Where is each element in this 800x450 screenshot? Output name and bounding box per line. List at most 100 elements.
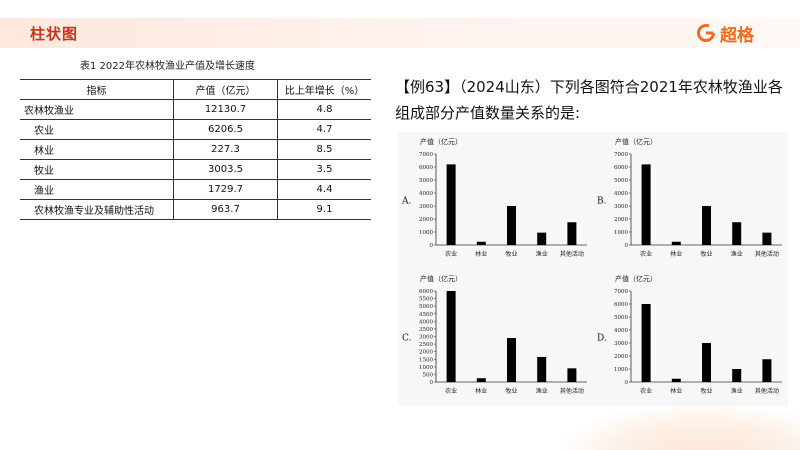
y-tick-label: 1000 <box>419 365 433 371</box>
bar <box>476 378 486 382</box>
x-tick-label: 农业 <box>445 387 457 395</box>
y-tick-label: 6000 <box>419 165 433 171</box>
x-tick-label: 其他活动 <box>560 250 584 258</box>
output-table: 指标 产值（亿元） 比上年增长（%） 农林牧渔业 12130.7 4.8 农业 6206… <box>20 79 371 220</box>
chart-option-label: C. <box>402 334 412 344</box>
y-tick-label: 4000 <box>614 328 628 334</box>
bar <box>537 356 547 382</box>
x-tick-label: 林业 <box>670 387 682 395</box>
y-tick-label: 2000 <box>419 217 433 223</box>
table-row: 农林牧渔专业及辅助性活动 963.7 9.1 <box>20 199 371 220</box>
y-tick-label: 4500 <box>419 312 433 318</box>
row-growth: 9.1 <box>277 199 371 220</box>
x-tick-label: 其他活动 <box>755 250 779 258</box>
page-title: 柱状图 <box>30 25 79 43</box>
row-growth: 3.5 <box>277 159 371 180</box>
x-tick-label: 渔业 <box>536 250 548 258</box>
chart-option-label: A. <box>401 197 411 207</box>
bar <box>762 359 772 382</box>
bar <box>702 343 711 382</box>
row-growth: 4.8 <box>277 99 371 120</box>
table-row: 农业 6206.5 4.7 <box>20 119 371 140</box>
chart-ylabel: 产值（亿元） <box>420 274 462 283</box>
y-tick-label: 0 <box>625 380 629 386</box>
y-tick-label: 500 <box>423 372 434 378</box>
bar <box>507 206 516 245</box>
table-row: 渔业 1729.7 4.4 <box>20 179 371 200</box>
table-row: 牧业 3003.5 3.5 <box>20 159 371 180</box>
y-tick-label: 7000 <box>419 152 433 158</box>
y-tick-label: 3000 <box>614 341 628 347</box>
y-tick-label: 2000 <box>614 354 628 360</box>
y-tick-label: 1000 <box>614 367 628 373</box>
x-tick-label: 其他活动 <box>560 387 584 395</box>
row-name: 林业 <box>20 139 174 160</box>
x-tick-label: 渔业 <box>731 250 743 258</box>
y-tick-label: 2000 <box>614 217 628 223</box>
g-circle-icon <box>697 24 715 42</box>
bar <box>446 291 456 382</box>
y-tick-label: 5000 <box>419 178 433 184</box>
bar <box>446 164 456 245</box>
y-tick-label: 2000 <box>419 350 433 356</box>
row-value: 963.7 <box>173 199 278 220</box>
col-header-growth: 比上年增长（%） <box>277 79 371 100</box>
bar <box>671 241 681 245</box>
bar <box>476 241 486 245</box>
chart-option-label: D. <box>597 334 607 344</box>
chart-ylabel: 产值（亿元） <box>615 137 657 146</box>
row-growth: 4.4 <box>277 179 371 200</box>
x-tick-label: 渔业 <box>731 387 743 395</box>
row-value: 12130.7 <box>173 99 278 120</box>
table-row: 农林牧渔业 12130.7 4.8 <box>20 99 371 120</box>
bar <box>671 378 681 382</box>
charts-panel <box>398 132 788 406</box>
y-tick-label: 1000 <box>419 230 433 236</box>
chart-ylabel: 产值（亿元） <box>615 274 657 283</box>
y-tick-label: 4000 <box>614 191 628 197</box>
row-value: 1729.7 <box>173 179 278 200</box>
bar <box>762 232 772 245</box>
y-tick-label: 7000 <box>614 152 628 158</box>
x-tick-label: 林业 <box>670 250 682 258</box>
chart-option-label: B. <box>597 197 607 207</box>
x-tick-label: 渔业 <box>536 387 548 395</box>
y-tick-label: 5000 <box>614 315 628 321</box>
x-tick-label: 牧业 <box>505 387 517 395</box>
y-tick-label: 5500 <box>419 297 433 303</box>
row-value: 3003.5 <box>173 159 278 180</box>
y-tick-label: 3500 <box>419 327 433 333</box>
y-tick-label: 0 <box>625 243 629 249</box>
x-tick-label: 农业 <box>640 387 652 395</box>
decorative-mascot <box>560 405 800 450</box>
bar <box>732 369 742 382</box>
y-tick-label: 0 <box>430 243 434 249</box>
x-tick-label: 林业 <box>475 250 487 258</box>
y-tick-label: 3000 <box>614 204 628 210</box>
row-name: 渔业 <box>20 179 174 200</box>
bar <box>507 338 516 382</box>
y-tick-label: 6000 <box>419 289 433 295</box>
bar <box>641 304 651 382</box>
table-header-row: 指标 产值（亿元） 比上年增长（%） <box>20 79 371 100</box>
y-tick-label: 3000 <box>419 335 433 341</box>
bar <box>567 222 577 245</box>
y-tick-label: 5000 <box>419 304 433 310</box>
row-growth: 8.5 <box>277 139 371 160</box>
y-tick-label: 4000 <box>419 319 433 325</box>
bar <box>641 164 651 245</box>
y-tick-label: 1000 <box>614 230 628 236</box>
answer-charts: 产值（亿元）A.01000200030004000500060007000农业林… <box>401 137 782 395</box>
x-tick-label: 牧业 <box>700 250 712 258</box>
question-text: 【例63】（2024山东）下列各图符合2021年农林牧渔业各组成部分产值数量关系… <box>395 78 783 122</box>
bar <box>537 232 547 245</box>
row-value: 6206.5 <box>173 119 278 140</box>
table-caption: 表1 2022年农林牧渔业产值及增长速度 <box>80 61 255 72</box>
row-value: 227.3 <box>173 139 278 160</box>
row-name: 农业 <box>20 119 174 140</box>
col-header-value: 产值（亿元） <box>173 79 278 100</box>
x-tick-label: 农业 <box>640 250 652 258</box>
y-tick-label: 5000 <box>614 178 628 184</box>
y-tick-label: 2500 <box>419 342 433 348</box>
x-tick-label: 林业 <box>475 387 487 395</box>
